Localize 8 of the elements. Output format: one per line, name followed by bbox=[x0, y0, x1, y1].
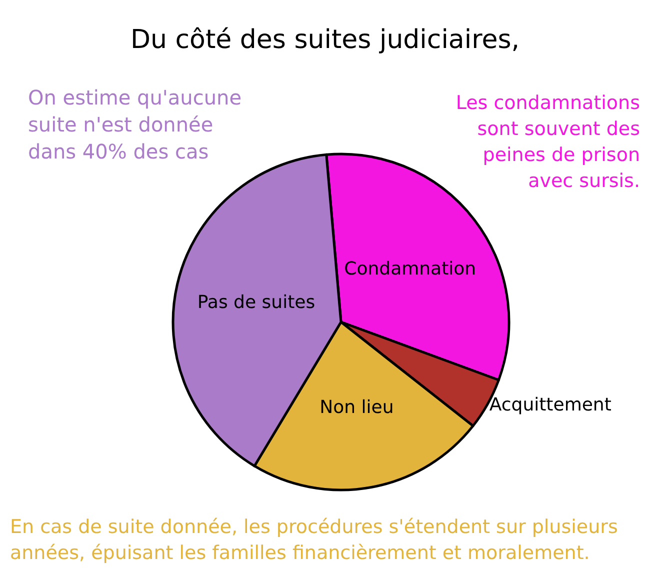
slice-label: Acquittement bbox=[489, 394, 612, 416]
text: Les condamnations sont souvent des peines de prison avec sursis. bbox=[456, 92, 640, 192]
slice-label: Condamnation bbox=[344, 258, 476, 280]
text: On estime qu'aucune suite n'est donnée dans 40% des cas bbox=[28, 86, 242, 164]
text: En cas de suite donnée, les procédures s'étendent sur plusieurs années, épuisant les familles financièrement et moralement. bbox=[10, 516, 618, 564]
slice-label: Non lieu bbox=[320, 397, 394, 418]
slice-label: Pas de suites bbox=[197, 292, 316, 313]
chart-title: Du côté des suites judiciaires, bbox=[130, 25, 520, 55]
